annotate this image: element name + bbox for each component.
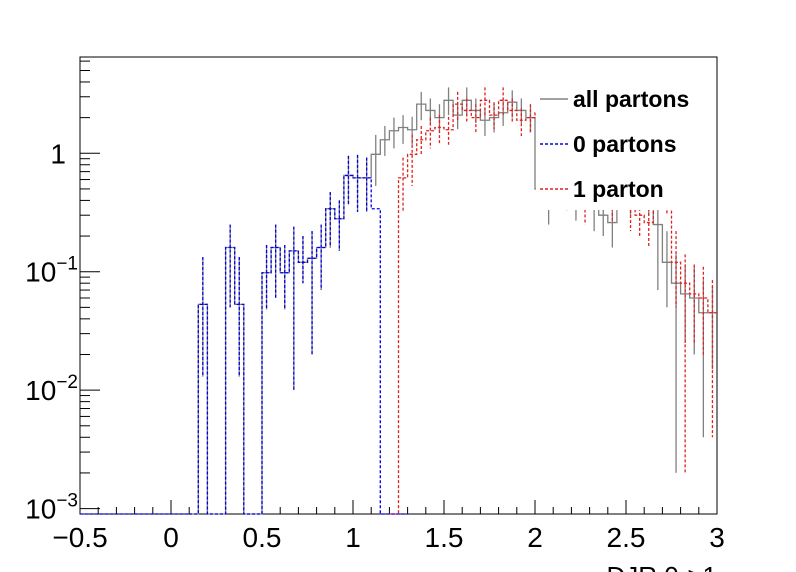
y-tick-label: 10−1 [25, 254, 78, 288]
x-tick-label: 2.5 [607, 522, 646, 553]
y-tick-label: 10−2 [25, 372, 78, 406]
x-tick-label: 1.5 [425, 522, 464, 553]
x-axis-title: DJR 0->1 [606, 561, 717, 572]
y-tick-label: 1 [50, 138, 66, 169]
tick-labels: −0.5 0 0.5 1 1.5 2 2.5 3 10−3 10−2 10−1 1 [25, 138, 725, 553]
series-0-partons [189, 154, 408, 515]
histogram-step-line [189, 174, 408, 515]
legend-label: 1 parton [573, 176, 664, 202]
x-tick-label: −0.5 [52, 522, 107, 553]
x-tick-label: 0.5 [243, 522, 282, 553]
x-tick-label: 2 [527, 522, 543, 553]
legend-label: 0 partons [573, 131, 677, 157]
legend: all partons 0 partons 1 parton [536, 80, 714, 210]
x-tick-label: 1 [345, 522, 361, 553]
x-tick-label: 3 [709, 522, 725, 553]
y-tick-label: 10−3 [25, 491, 78, 525]
legend-label: all partons [573, 86, 689, 112]
axis-ticks [79, 60, 718, 514]
x-tick-label: 0 [163, 522, 179, 553]
